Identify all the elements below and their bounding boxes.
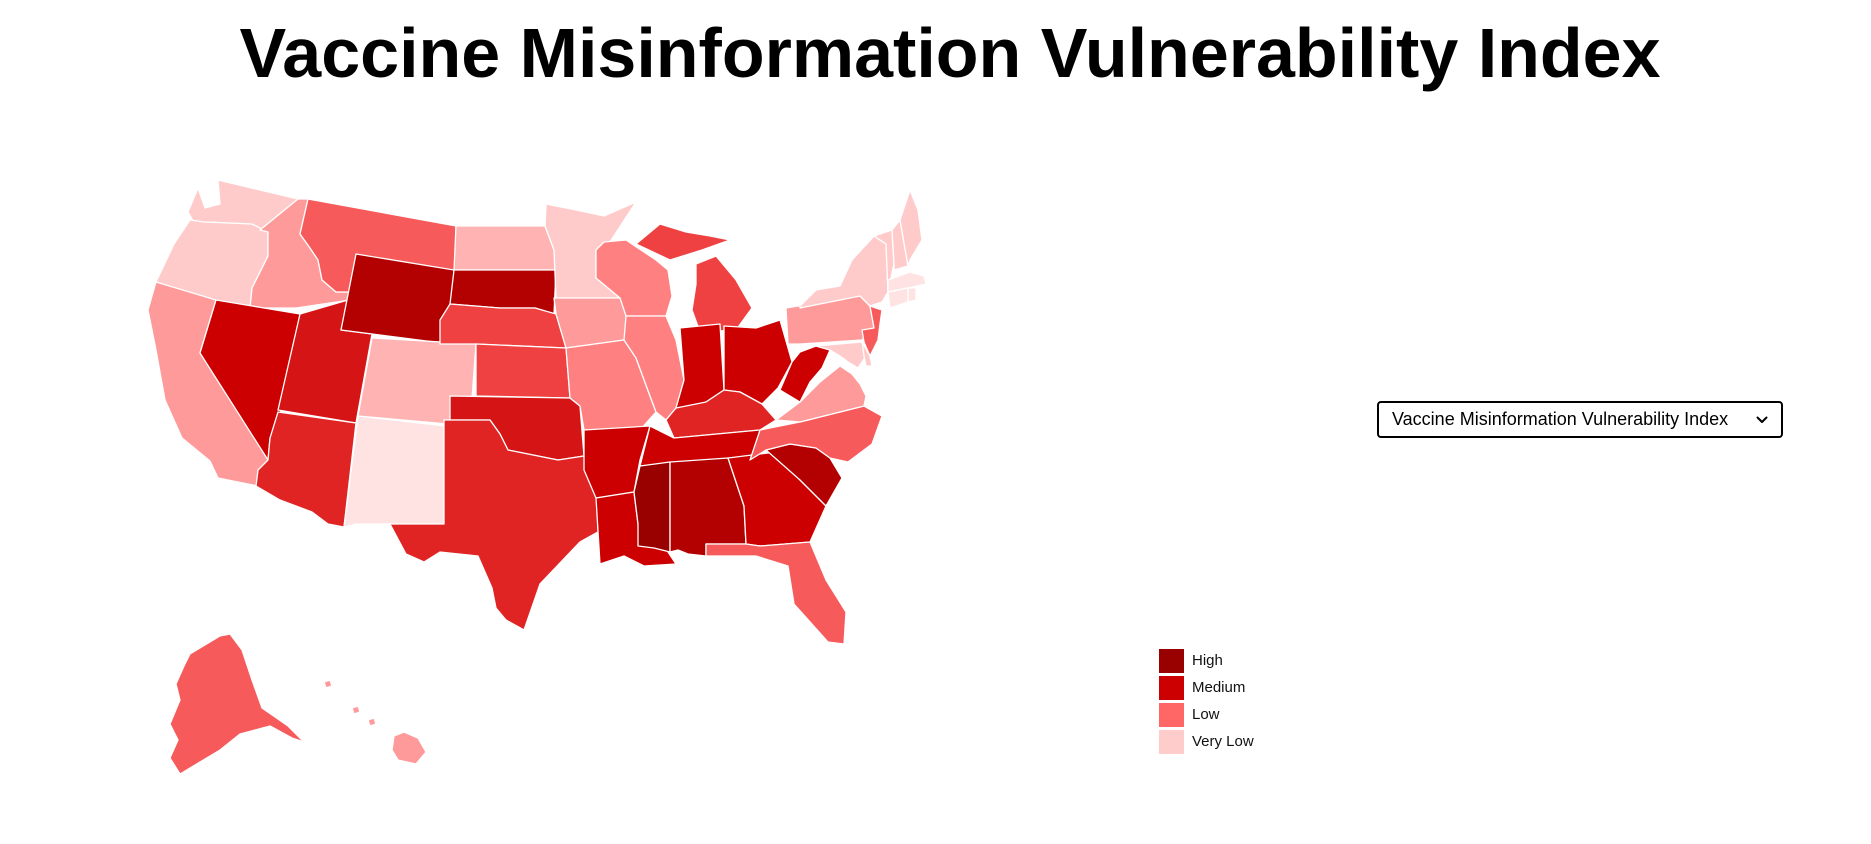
state-de[interactable]	[861, 341, 873, 367]
us-map-svg	[147, 179, 927, 775]
legend-item-low: Low	[1159, 701, 1299, 728]
state-ny[interactable]	[799, 235, 889, 309]
metric-select[interactable]: Vaccine Misinformation Vulnerability Ind…	[1377, 401, 1783, 438]
state-nm[interactable]	[343, 415, 446, 528]
metric-select-value: Vaccine Misinformation Vulnerability Ind…	[1392, 409, 1729, 429]
legend-item-very-low: Very Low	[1159, 728, 1299, 755]
state-hi[interactable]	[323, 679, 427, 765]
state-ks[interactable]	[475, 343, 571, 399]
legend-swatch-very-low	[1159, 729, 1184, 754]
state-nh[interactable]	[891, 219, 909, 271]
legend-swatch-high	[1159, 648, 1184, 673]
chevron-down-icon	[1756, 416, 1768, 423]
state-fl[interactable]	[705, 541, 847, 645]
legend-swatch-low	[1159, 702, 1184, 727]
legend-label-high: High	[1192, 652, 1223, 669]
state-wy[interactable]	[340, 253, 455, 345]
page-title: Vaccine Misinformation Vulnerability Ind…	[239, 14, 1661, 92]
state-nd[interactable]	[453, 225, 557, 271]
state-wi[interactable]	[595, 239, 673, 317]
legend-item-medium: Medium	[1159, 674, 1299, 701]
state-ak[interactable]	[169, 633, 305, 775]
state-ri[interactable]	[907, 287, 917, 303]
map-legend: High Medium Low Very Low	[1159, 647, 1299, 755]
state-ms[interactable]	[633, 461, 671, 553]
legend-label-low: Low	[1192, 706, 1220, 723]
legend-item-high: High	[1159, 647, 1299, 674]
state-ct[interactable]	[887, 287, 909, 309]
us-choropleth-map	[140, 160, 1140, 810]
legend-label-very-low: Very Low	[1192, 733, 1254, 750]
state-me[interactable]	[899, 189, 923, 267]
legend-swatch-medium	[1159, 675, 1184, 700]
legend-label-medium: Medium	[1192, 679, 1246, 696]
state-va[interactable]	[775, 365, 867, 423]
state-tx[interactable]	[389, 419, 599, 631]
state-pa[interactable]	[785, 295, 875, 345]
state-vt[interactable]	[873, 229, 895, 293]
